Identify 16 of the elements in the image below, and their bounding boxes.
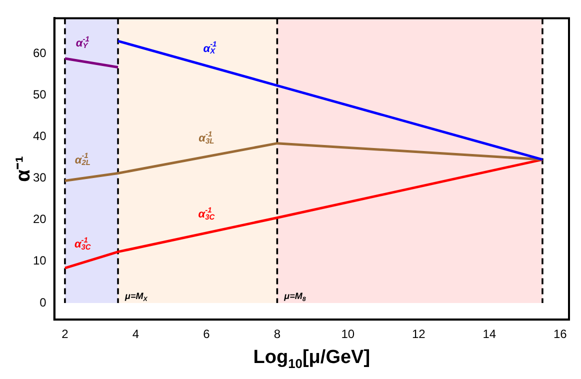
x-tick-label: 6 <box>203 327 210 342</box>
x-tick-label: 16 <box>553 327 568 342</box>
y-tick-label: 10 <box>32 254 47 268</box>
y-tick-label: 40 <box>32 128 47 143</box>
y-tick-label: 0 <box>40 295 47 310</box>
y-tick-label: 20 <box>32 212 47 226</box>
x-tick-label: 4 <box>132 327 140 342</box>
x-tick-label: 2 <box>62 327 69 342</box>
x-tick-label: 10 <box>341 327 355 342</box>
x-tick-label: 8 <box>274 327 281 342</box>
x-tick-label: 14 <box>482 327 496 342</box>
y-tick-label: 30 <box>32 170 47 185</box>
y-tick-label: 50 <box>32 87 47 102</box>
x-tick-label: 12 <box>412 327 426 342</box>
y-axis-title: α⁻¹ <box>12 156 35 182</box>
y-tick-label: 60 <box>32 46 47 60</box>
